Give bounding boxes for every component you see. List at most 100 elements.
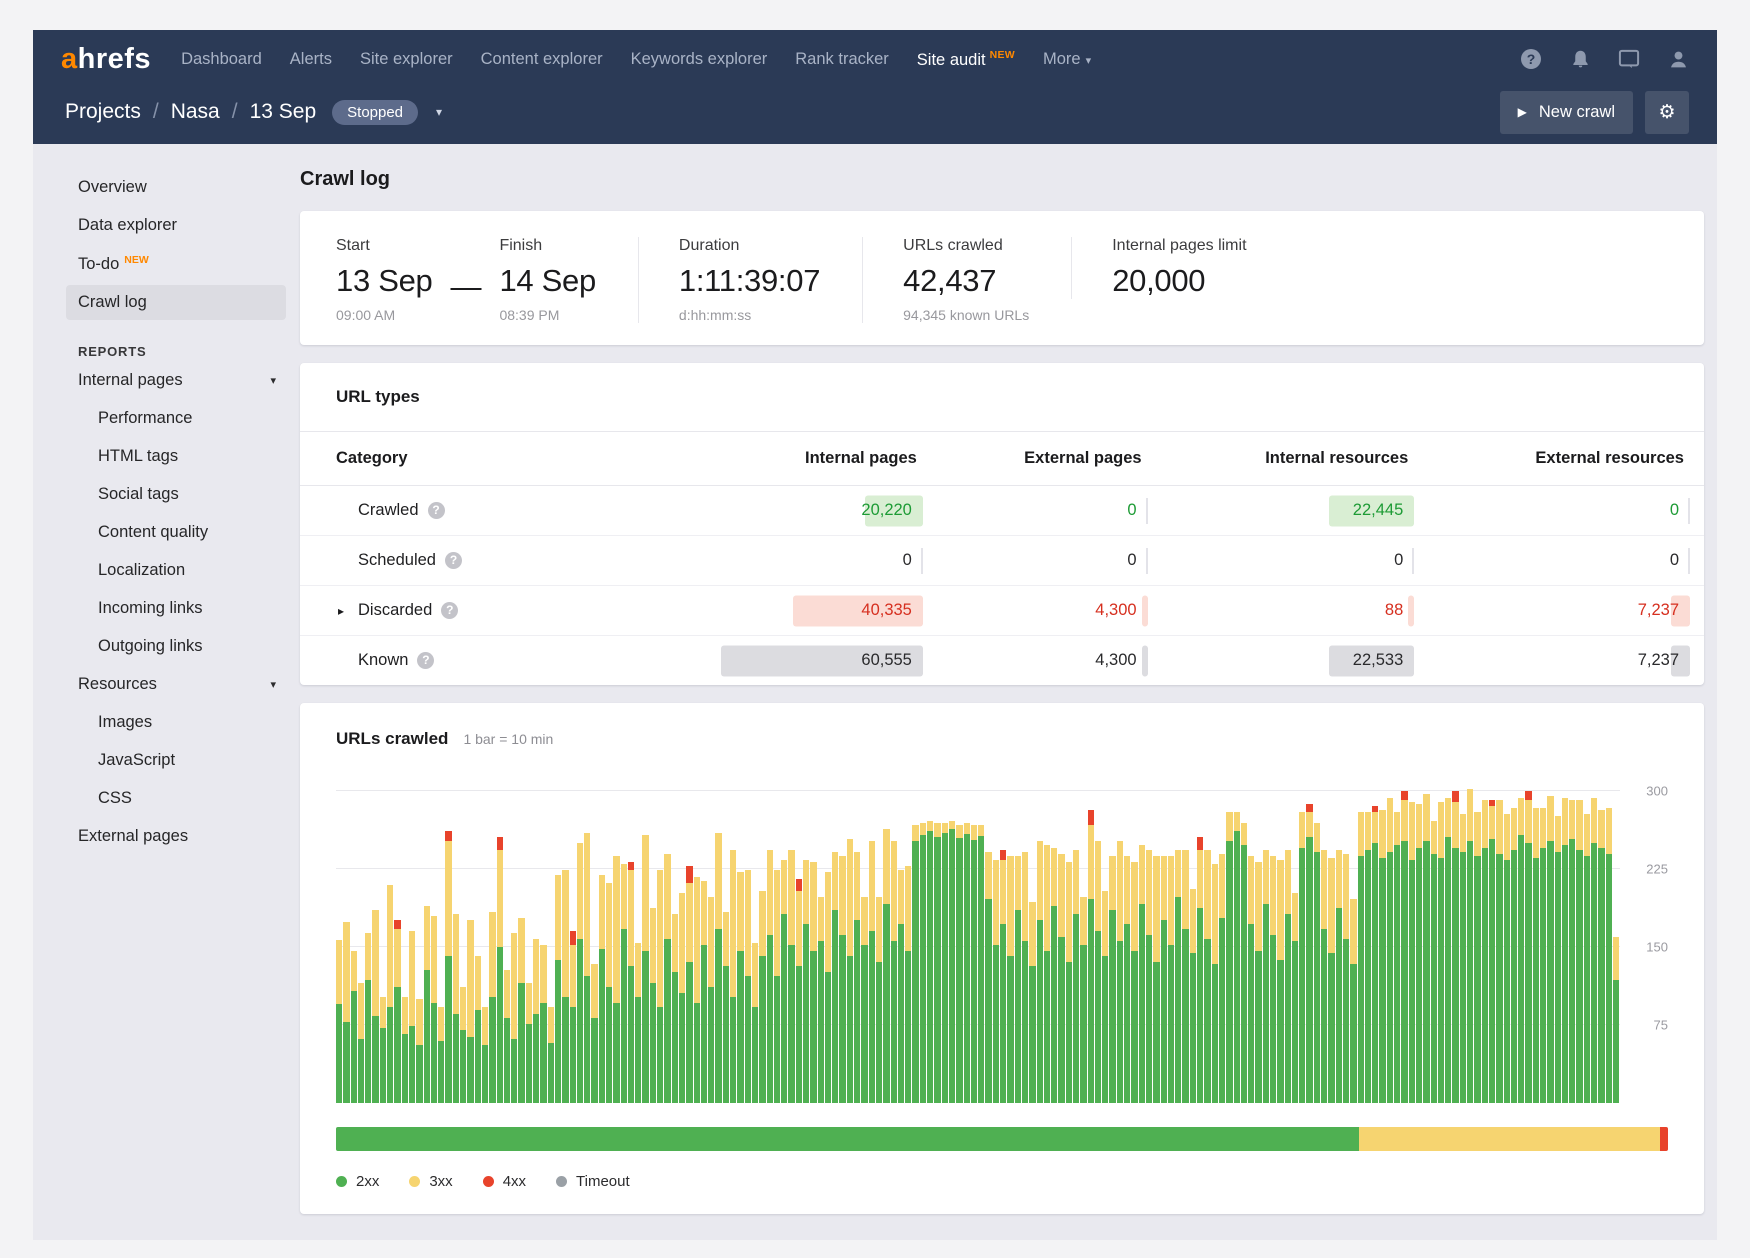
bar-segment-2xx (1277, 959, 1284, 1103)
breadcrumb-crawl-date[interactable]: 13 Sep (249, 100, 317, 123)
notifications-bell-icon[interactable] (1569, 48, 1591, 70)
bar-segment-3xx (963, 822, 970, 835)
sidebar-item-crawl-log[interactable]: Crawl log (66, 285, 286, 320)
value-cell: 60,555 (721, 635, 937, 685)
help-icon[interactable]: ? (444, 552, 462, 569)
nav-item-more[interactable]: More ▾ (1043, 49, 1092, 68)
stat-sub-start: 09:00 AM (336, 307, 396, 323)
sidebar-item-localization[interactable]: Localization (98, 561, 186, 579)
bar-segment-3xx (956, 824, 963, 839)
bar-segment-2xx (803, 924, 810, 1103)
chart-bar (1036, 841, 1043, 1103)
chart-bar (744, 870, 751, 1103)
legend-label: Timeout (576, 1173, 630, 1190)
help-icon[interactable]: ? (417, 652, 435, 669)
chart-bar (803, 860, 810, 1103)
chart-bar (649, 907, 657, 1103)
table-row-crawled: Crawled? 20,220 0 22,445 0 (300, 486, 1704, 536)
bar-segment-2xx (985, 899, 992, 1103)
bar-segment-2xx (1496, 853, 1503, 1103)
sidebar-item-incoming-links[interactable]: Incoming links (98, 599, 203, 617)
nav-item-site-audit[interactable]: Site audit NEW (916, 48, 1015, 69)
sidebar-item-performance[interactable]: Performance (98, 409, 193, 427)
bar-segment-3xx (854, 851, 861, 921)
legend-item-timeout[interactable]: Timeout (556, 1173, 630, 1190)
breadcrumb-projects[interactable]: Projects (65, 100, 141, 123)
sidebar-item-data-explorer[interactable]: Data explorer (78, 216, 178, 234)
new-crawl-button[interactable]: ▶ New crawl (1499, 90, 1633, 134)
value-text: 20,220 (861, 501, 912, 519)
chart-bar (1474, 812, 1481, 1103)
bar-segment-3xx (1145, 849, 1153, 935)
chart-bar (970, 824, 978, 1103)
nav-item-dashboard[interactable]: Dashboard (181, 49, 262, 68)
chart-bar (948, 820, 956, 1103)
chart-bar (343, 922, 350, 1103)
ahrefs-logo[interactable]: ahrefs (61, 43, 151, 76)
bar-segment-2xx (1401, 841, 1408, 1103)
bar-segment-3xx (423, 905, 430, 971)
sidebar-item-to-do[interactable]: To-do NEW (78, 254, 149, 273)
gridline-150 (336, 946, 1620, 948)
sidebar-item-javascript[interactable]: JavaScript (98, 751, 176, 769)
chart-bar (1233, 812, 1240, 1103)
chart-bar (474, 955, 481, 1103)
bar-segment-3xx (934, 822, 941, 838)
legend-label: 2xx (356, 1173, 380, 1190)
chart-bar (503, 970, 511, 1103)
sidebar-item-content-quality[interactable]: Content quality (98, 523, 209, 541)
stat-start-finish: Start 13 Sep 09:00 AM — Finish 14 Sep 08… (300, 237, 638, 323)
chart-bar (357, 982, 365, 1103)
help-icon[interactable]: ? (1520, 48, 1542, 70)
chart-bar (1415, 803, 1423, 1103)
sidebar-item-overview[interactable]: Overview (78, 178, 147, 196)
sidebar-item-outgoing-links[interactable]: Outgoing links (98, 637, 203, 655)
chevron-down-icon[interactable]: ▾ (270, 679, 276, 691)
help-icon[interactable]: ? (427, 502, 445, 519)
sidebar-item-html-tags[interactable]: HTML tags (98, 447, 179, 465)
breadcrumb-project-name[interactable]: Nasa (170, 100, 220, 123)
sidebar-item-css[interactable]: CSS (98, 789, 132, 807)
legend-item-3xx[interactable]: 3xx (409, 1173, 453, 1190)
nav-item-content-explorer[interactable]: Content explorer (480, 49, 603, 68)
chart-bar (1328, 857, 1335, 1103)
sidebar-item-external-pages[interactable]: External pages (78, 827, 189, 845)
legend-item-2xx[interactable]: 2xx (336, 1173, 379, 1190)
chart-bar (1000, 849, 1007, 1103)
chart-bar (1240, 822, 1248, 1103)
chart-bar (1423, 793, 1430, 1103)
sidebar-item-internal-pages[interactable]: Internal pages ▾ (78, 371, 276, 389)
bar-segment-2xx (554, 959, 562, 1103)
chart-bar (1576, 799, 1583, 1103)
breadcrumb: Projects / Nasa / 13 Sep Stopped ▾ (65, 99, 443, 125)
nav-item-site-explorer[interactable]: Site explorer (359, 49, 453, 68)
nav-item-alerts[interactable]: Alerts (289, 49, 332, 68)
value-text: 22,445 (1352, 501, 1404, 519)
bar-segment-3xx (1058, 853, 1065, 937)
crawl-settings-button[interactable]: ⚙ (1645, 90, 1689, 134)
chart-bar (1518, 797, 1525, 1103)
legend-item-4xx[interactable]: 4xx (482, 1173, 526, 1190)
help-icon[interactable]: ? (441, 602, 459, 619)
sidebar-item-resources[interactable]: Resources ▾ (78, 675, 276, 693)
category-cell: Scheduled? (300, 535, 722, 586)
value-cell: 0 (937, 486, 1162, 536)
bar-segment-2xx (751, 1007, 759, 1103)
sidebar-item-social-tags[interactable]: Social tags (98, 485, 179, 503)
sidebar-item-images[interactable]: Images (98, 713, 153, 731)
nav-item-rank-tracker[interactable]: Rank tracker (795, 49, 889, 68)
chart-bar (1167, 855, 1175, 1103)
user-profile-icon[interactable] (1667, 48, 1689, 70)
bar-segment-3xx (985, 851, 992, 900)
chart-bar (1350, 899, 1357, 1103)
bar-segment-2xx (620, 928, 627, 1103)
app-header: ahrefs Dashboard Alerts Site explorer Conte… (33, 30, 1717, 144)
expand-row-icon[interactable]: ▸ (338, 603, 345, 618)
nav-item-keywords-explorer[interactable]: Keywords explorer (630, 49, 768, 68)
bar-segment-2xx (1598, 847, 1605, 1103)
chart-bar (1153, 855, 1160, 1103)
bar-segment-2xx (423, 970, 430, 1103)
chevron-down-icon[interactable]: ▾ (270, 375, 276, 387)
feedback-chat-icon[interactable] (1618, 48, 1640, 70)
crawl-selector-caret-icon[interactable]: ▾ (436, 105, 443, 119)
